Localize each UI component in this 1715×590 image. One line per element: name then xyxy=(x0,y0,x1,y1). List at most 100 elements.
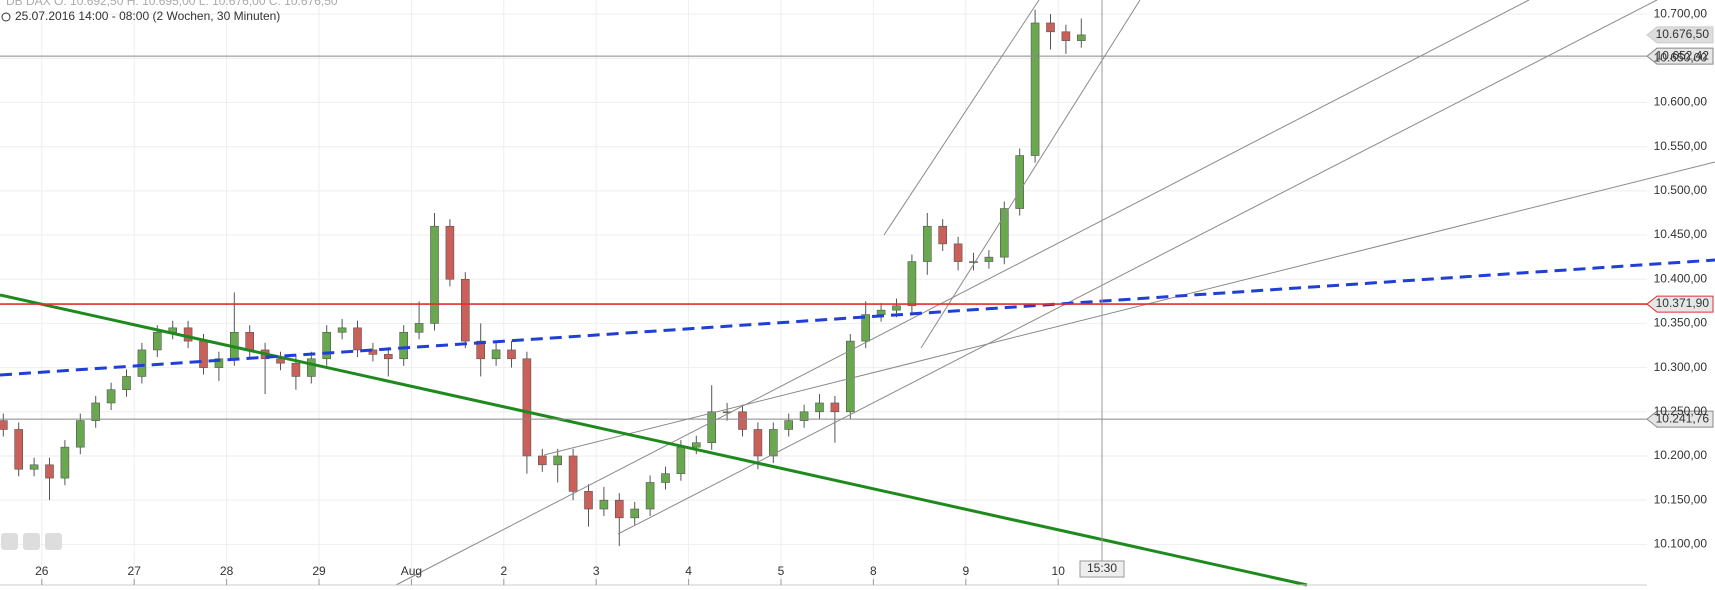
trend-line xyxy=(395,0,1530,586)
y-tick-label: 10.650,00 xyxy=(1654,50,1708,64)
candle-body xyxy=(861,314,871,342)
candle-body xyxy=(553,455,563,466)
candle-body xyxy=(137,349,147,377)
candle-body xyxy=(922,225,932,262)
candle-body xyxy=(876,309,886,315)
candle-body xyxy=(799,411,809,421)
candle-body xyxy=(491,349,501,360)
candle-body xyxy=(661,473,670,483)
trend-line xyxy=(617,0,1658,535)
candle-body xyxy=(815,402,824,413)
candle-body xyxy=(14,429,23,470)
x-axis: 26 27 28 29 Aug 2 3 4 5 8 9 10 xyxy=(35,564,1065,585)
price-tag-label: 10.676,50 xyxy=(1656,27,1710,41)
candle-body xyxy=(29,464,39,470)
candle-body xyxy=(183,327,193,342)
candle-body xyxy=(476,340,486,360)
price-lines: 10.676,50 10.652,42 10.371,90 10.241,76 xyxy=(0,26,1714,428)
candle-body xyxy=(153,331,162,351)
trend-line-green xyxy=(0,293,1308,587)
candle-body xyxy=(445,225,455,280)
candle-body xyxy=(399,331,409,360)
candle-body xyxy=(0,420,8,430)
candle-body xyxy=(45,464,54,479)
down-button[interactable] xyxy=(23,533,40,550)
candle-body xyxy=(938,225,948,245)
candle-body xyxy=(614,499,624,519)
candle-body xyxy=(507,349,516,360)
candle-body xyxy=(584,491,593,510)
candle-body xyxy=(522,358,532,457)
price-tag-label: 10.241,76 xyxy=(1656,411,1710,425)
y-tick-label: 10.400,00 xyxy=(1654,271,1708,285)
trend-line xyxy=(883,0,1040,236)
candle-body xyxy=(306,358,316,377)
x-tick-label: 9 xyxy=(962,564,969,578)
candle-body xyxy=(337,327,347,333)
menu-button[interactable] xyxy=(45,533,62,550)
zoom-button[interactable] xyxy=(1,533,18,550)
candle-body xyxy=(738,411,747,430)
candle-body xyxy=(91,402,100,421)
candle-body xyxy=(1030,22,1040,156)
price-tag xyxy=(1646,410,1714,428)
x-tick-label: 8 xyxy=(870,564,877,578)
y-tick-label: 10.300,00 xyxy=(1654,360,1708,374)
candle-body xyxy=(1077,34,1086,41)
candle-body xyxy=(599,499,609,510)
price-tag-label: 10.371,90 xyxy=(1656,296,1710,310)
candle-body xyxy=(984,256,994,262)
trend-line xyxy=(920,0,1141,349)
candle-body xyxy=(845,340,855,413)
chart-title: 25.07.2016 14:00 - 08:00 (2 Wochen, 30 M… xyxy=(15,9,280,23)
y-tick-label: 10.550,00 xyxy=(1654,139,1708,153)
candle-body xyxy=(768,429,778,457)
candle-body xyxy=(106,389,116,404)
candles xyxy=(0,9,1086,547)
candle-body xyxy=(322,331,332,360)
clock-icon xyxy=(1,12,11,22)
candle-body xyxy=(969,261,978,263)
cursor-label: 15:30 xyxy=(1087,561,1117,575)
x-tick-label: 10 xyxy=(1052,564,1066,578)
candle-body xyxy=(60,446,70,479)
candle-body xyxy=(999,208,1009,258)
x-tick-label: 3 xyxy=(593,564,600,578)
trend-line-blue xyxy=(0,258,1715,377)
candle-body xyxy=(707,411,717,444)
candle-body xyxy=(122,376,131,391)
x-tick-label: 27 xyxy=(128,564,142,578)
candle-body xyxy=(76,420,85,448)
y-tick-label: 10.150,00 xyxy=(1654,492,1708,506)
candle-body xyxy=(537,455,547,466)
candle-body xyxy=(276,358,285,364)
candle-body xyxy=(753,429,763,457)
candle-body xyxy=(245,331,254,351)
toolbar[interactable] xyxy=(1,533,62,550)
instrument-info: DB DAX O: 10.692,50 H: 10.695,00 L: 10.6… xyxy=(6,0,338,8)
candle-body xyxy=(892,305,901,311)
y-tick-label: 10.600,00 xyxy=(1654,95,1708,109)
candle-body xyxy=(1046,22,1055,33)
candle-body xyxy=(430,225,439,324)
cursor-box xyxy=(1079,560,1125,578)
candle-body xyxy=(1061,31,1071,41)
candle-body xyxy=(691,442,701,448)
y-tick-label: 10.350,00 xyxy=(1654,316,1708,330)
candle-body xyxy=(830,402,840,413)
candle-body xyxy=(353,327,362,351)
candle-body xyxy=(784,420,794,430)
y-tick-label: 10.250,00 xyxy=(1654,404,1708,418)
price-tag xyxy=(1646,26,1714,44)
candle-body xyxy=(199,340,208,368)
candle-body xyxy=(214,358,224,368)
candle-body xyxy=(383,354,393,360)
y-tick-label: 10.100,00 xyxy=(1654,537,1708,551)
y-tick-label: 10.500,00 xyxy=(1654,183,1708,197)
x-tick-label: Aug xyxy=(401,564,422,578)
candle-body xyxy=(676,446,686,474)
x-tick-label: 4 xyxy=(685,564,692,578)
y-tick-label: 10.700,00 xyxy=(1654,6,1708,20)
